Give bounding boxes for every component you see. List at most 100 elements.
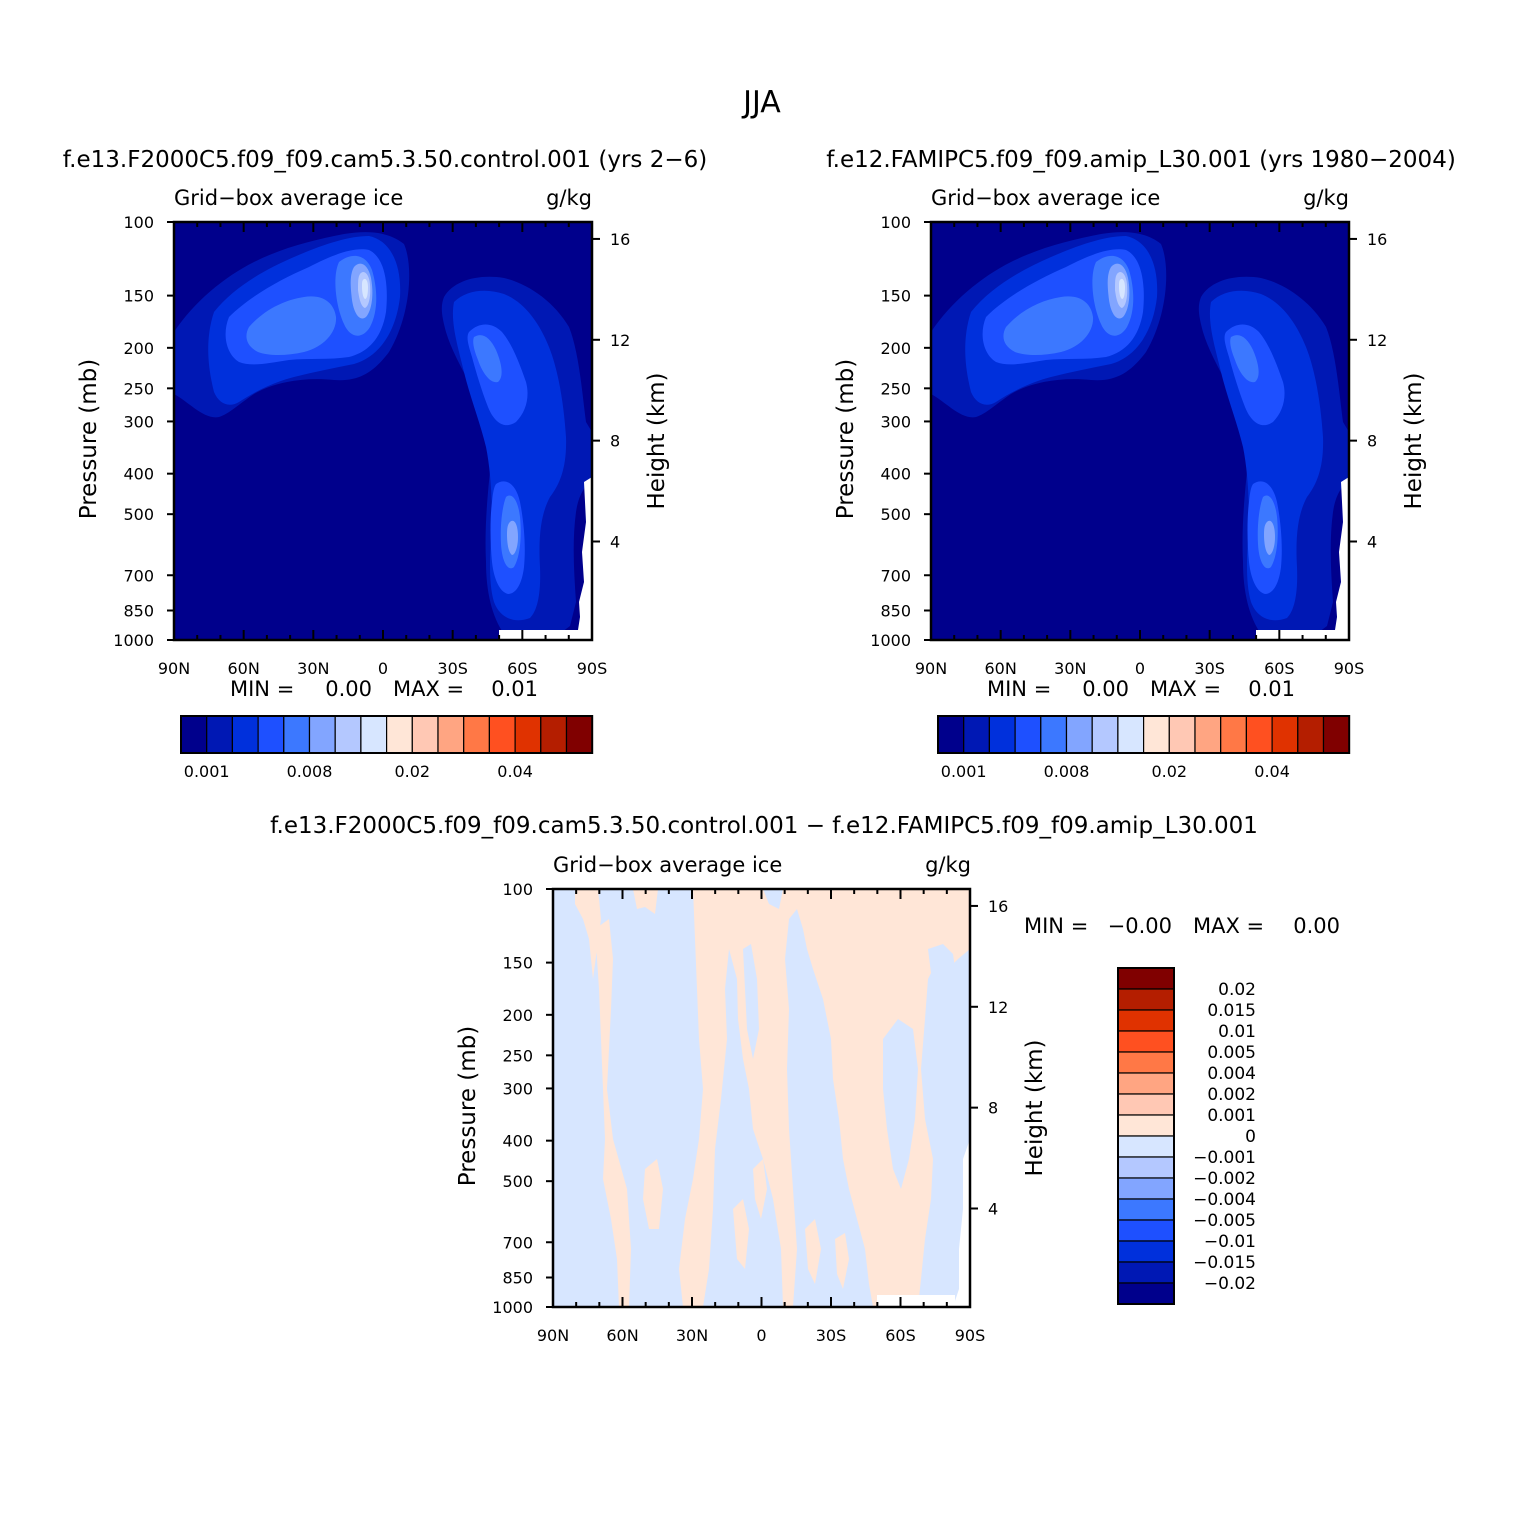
right-pressure-tick-label: 400 [880, 465, 911, 484]
diff-min-value: −0.00 [1108, 914, 1172, 938]
right-colorbar-box [1168, 715, 1196, 754]
diff-colorbar-box [1117, 1093, 1175, 1116]
left-colorbar-box [180, 715, 208, 754]
page-title: JJA [741, 85, 781, 120]
right-lat-tick-label: 30N [1054, 659, 1086, 678]
left-min-label: MIN = [230, 677, 294, 701]
right-max-value: 0.01 [1248, 677, 1295, 701]
diff-colorbar-label: −0.01 [1204, 1232, 1256, 1252]
right-colorbar-box [1091, 715, 1119, 754]
left-colorbar-box [386, 715, 413, 754]
diff-units-label: g/kg [925, 853, 971, 877]
left-lat-tick-label: 60S [507, 659, 538, 678]
diff-axes: 100 150 200 250 300 400 500 700 850 1000 16 12 8 4 90N… [455, 880, 1048, 1345]
left-height-tick-label: 8 [610, 432, 620, 451]
diff-y2label: Height (km) [1022, 1039, 1048, 1176]
diff-colorbar-box [1117, 1156, 1175, 1179]
right-colorbar-box [988, 715, 1016, 754]
left-colorbar-label: 0.04 [497, 762, 533, 781]
diff-contour-field [553, 889, 970, 1307]
left-y2label: Height (km) [644, 372, 670, 509]
left-pressure-tick-label: 200 [123, 339, 154, 358]
diff-min-label: MIN = [1024, 914, 1088, 938]
left-lat-tick-label: 90S [577, 659, 608, 678]
left-pressure-tick-label: 150 [123, 287, 154, 306]
right-colorbar-box [1117, 715, 1145, 754]
diff-colorbar-box [1117, 1219, 1175, 1242]
left-pressure-tick-label: 300 [123, 412, 154, 431]
diff-colorbar-label: −0.004 [1193, 1190, 1256, 1210]
left-colorbar-box [308, 715, 336, 754]
diff-colorbar-box [1117, 1051, 1175, 1074]
left-height-tick-label: 12 [610, 331, 630, 350]
left-colorbar-box [283, 715, 311, 754]
left-pressure-tick-label: 400 [123, 465, 154, 484]
left-pressure-tick-label: 250 [123, 379, 154, 398]
right-colorbar: 0.001 0.008 0.02 0.04 [937, 715, 1351, 781]
diff-plot: Grid−box average ice g/kg [455, 853, 1048, 1345]
left-max-label: MAX = [393, 677, 464, 701]
diff-colorbar-label: −0.015 [1193, 1253, 1256, 1273]
right-colorbar-box [1065, 715, 1093, 754]
left-pressure-tick-label: 1000 [113, 631, 154, 650]
diff-lat-tick-label: 30N [676, 1326, 708, 1345]
left-colorbar-box [463, 715, 491, 754]
diff-height-tick-label: 12 [988, 998, 1008, 1017]
right-colorbar-label: 0.001 [941, 762, 987, 781]
left-colorbar-box [540, 715, 568, 754]
diff-colorbar-box [1117, 1198, 1175, 1221]
diff-colorbar-box [1117, 1009, 1175, 1032]
right-pressure-tick-label: 250 [880, 379, 911, 398]
right-colorbar-label: 0.04 [1254, 762, 1290, 781]
diff-max-value: 0.00 [1293, 914, 1340, 938]
left-colorbar-box [488, 715, 516, 754]
diff-pressure-tick-label: 700 [502, 1233, 533, 1252]
left-lat-tick-label: 0 [378, 659, 388, 678]
right-colorbar-box [1220, 715, 1248, 754]
left-colorbar-box [411, 715, 439, 754]
diff-lat-tick-label: 30S [816, 1326, 847, 1345]
right-lat-tick-label: 60N [985, 659, 1017, 678]
left-lat-tick-label: 60N [228, 659, 260, 678]
right-lat-tick-label: 60S [1264, 659, 1295, 678]
left-contour-field [174, 222, 592, 640]
diff-colorbar-box [1117, 967, 1175, 990]
left-colorbar-box [231, 715, 259, 754]
right-pressure-tick-label: 150 [880, 287, 911, 306]
right-height-tick-label: 16 [1367, 230, 1387, 249]
left-colorbar-frame [180, 715, 594, 754]
right-variable-label: Grid−box average ice [931, 186, 1160, 210]
right-pressure-tick-label: 100 [880, 213, 911, 232]
right-colorbar-box [1194, 715, 1222, 754]
right-height-tick-label: 12 [1367, 331, 1387, 350]
diff-lat-tick-label: 60S [885, 1326, 916, 1345]
diff-colorbar-label: 0.002 [1207, 1085, 1256, 1105]
diff-pressure-tick-label: 1000 [492, 1298, 533, 1317]
right-colorbar-box [1143, 715, 1170, 754]
diff-colorbar-box [1117, 1030, 1175, 1053]
diff-colorbar-label: −0.02 [1204, 1274, 1256, 1294]
diff-lat-tick-label: 90N [537, 1326, 569, 1345]
right-lat-tick-label: 90S [1334, 659, 1365, 678]
right-pressure-tick-label: 500 [880, 505, 911, 524]
right-min-value: 0.00 [1082, 677, 1129, 701]
left-colorbar: 0.001 0.008 0.02 0.04 [180, 715, 594, 781]
right-height-tick-label: 4 [1367, 532, 1377, 551]
diff-colorbar-box [1117, 1240, 1175, 1263]
left-ylabel: Pressure (mb) [76, 359, 102, 519]
right-colorbar-box [1040, 715, 1068, 754]
diff-colorbar-label: 0.005 [1207, 1043, 1256, 1063]
diff-height-tick-label: 4 [988, 1199, 998, 1218]
right-pressure-tick-label: 300 [880, 412, 911, 431]
diff-colorbar-box [1117, 1177, 1175, 1200]
diff-pressure-tick-label: 850 [502, 1268, 533, 1287]
right-colorbar-box [937, 715, 965, 754]
left-colorbar-box [360, 715, 388, 754]
diff-lat-tick-label: 0 [756, 1326, 766, 1345]
left-pressure-tick-label: 850 [123, 601, 154, 620]
diff-pressure-tick-label: 400 [502, 1132, 533, 1151]
diff-colorbar-box [1117, 988, 1175, 1011]
right-pressure-tick-label: 200 [880, 339, 911, 358]
right-y2label: Height (km) [1401, 372, 1427, 509]
right-colorbar-box [1297, 715, 1325, 754]
